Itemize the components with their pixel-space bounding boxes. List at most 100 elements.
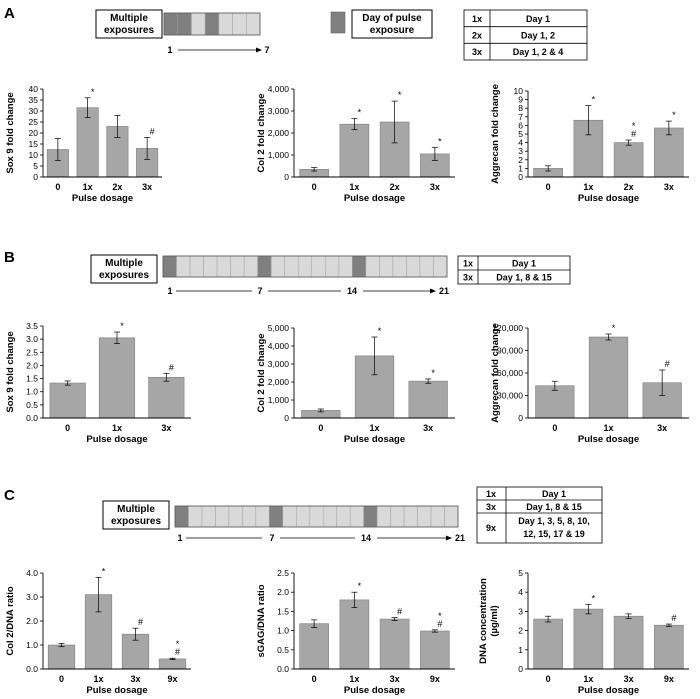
y-tick-label: 1.0	[26, 387, 38, 397]
y-tick-label: 2.5	[277, 568, 289, 578]
timeline-day	[309, 505, 324, 528]
y-tick-label: 4.0	[26, 568, 38, 578]
timeline-day	[282, 505, 297, 528]
legend-box	[351, 9, 433, 39]
timeline-day	[379, 255, 394, 278]
y-tick-label: 6	[518, 120, 523, 130]
significance-mark: *	[378, 326, 382, 336]
y-tick-label: 1.5	[26, 374, 38, 384]
y-tick-label: 120,000	[492, 323, 523, 333]
significance-mark: #	[150, 126, 155, 136]
y-tick-label: 2.5	[26, 347, 38, 357]
chart-4: 0.0 0.5 1.0 1.5 2.0 2.5 3.0 3.5 0 * 1x #3x Pulse dos…	[5, 321, 191, 445]
y-tick-label: 4,000	[268, 84, 290, 94]
y-tick-label: 0.5	[277, 645, 289, 655]
x-tick-label: 1x	[349, 182, 359, 192]
table-c-r2-key: 3x	[486, 502, 496, 512]
y-tick-label: 30,000	[497, 391, 523, 401]
y-axis-label: Sox 9 fold change	[5, 331, 16, 412]
x-tick-label: 3x	[130, 674, 140, 684]
y-tick-label: 3.0	[26, 592, 38, 602]
chart-6: 0 30,000 60,000 90,000 120,000 0 * 1x #3x Pulse d…	[490, 323, 689, 445]
x-axis-label: Pulse dosage	[578, 685, 639, 696]
y-axis-label: Aggrecan fold change	[490, 84, 501, 184]
y-tick-label: 0	[284, 413, 289, 423]
y-tick-label: 5	[33, 161, 38, 171]
panel-label-c: C	[4, 487, 15, 504]
timeline-start: 1	[167, 45, 172, 55]
x-tick-label: 1x	[93, 674, 103, 684]
table-a-r1-key: 1x	[472, 14, 482, 24]
x-axis-label: Pulse dosage	[578, 193, 639, 204]
y-tick-label: 3,000	[268, 106, 290, 116]
timeline-day	[311, 255, 326, 278]
significance-mark: *	[592, 593, 596, 603]
y-tick-label: 0	[518, 172, 523, 182]
x-tick-label: 2x	[624, 182, 634, 192]
significance-mark: *	[176, 639, 180, 649]
exposure-line-1: Multiple	[117, 504, 155, 515]
significance-mark: #	[437, 619, 442, 629]
timeline-day	[218, 12, 233, 36]
x-tick-label: 0	[546, 182, 551, 192]
timeline-day	[365, 255, 380, 278]
timeline-frame	[162, 255, 448, 278]
panel-b-header: Multiple exposures 1 7 14 21 1x Day 1 3x…	[90, 254, 571, 296]
table-c-r2-val: Day 1, 8 & 15	[526, 502, 582, 512]
y-tick-label: 0.0	[26, 413, 38, 423]
timeline-day	[189, 255, 204, 278]
dosing-table-a: 1x Day 1 2x Day 1, 2 3x Day 1, 2 & 4	[463, 9, 588, 61]
y-axis-label: Col 2 fold change	[256, 93, 267, 172]
x-tick-label: 0	[552, 423, 557, 433]
y-tick-label: 8	[518, 103, 523, 113]
timeline-day	[338, 255, 353, 278]
bar	[613, 142, 644, 178]
timeline-pulse-day	[204, 12, 220, 36]
y-tick-label: 10	[29, 150, 39, 160]
timeline-day	[270, 255, 285, 278]
y-axis-label: Col 2 fold change	[256, 333, 267, 412]
bar	[573, 608, 604, 670]
x-axis-label: Pulse dosage	[72, 193, 133, 204]
timeline-pulse-day	[163, 12, 178, 36]
x-tick-label: 3x	[390, 674, 400, 684]
timeline-c	[174, 505, 459, 528]
x-tick-label: 9x	[167, 674, 177, 684]
panel-label-b: B	[4, 249, 15, 266]
exposure-line-2: exposures	[111, 516, 161, 527]
significance-mark: #	[631, 129, 636, 139]
y-tick-label: 4	[518, 587, 523, 597]
timeline-day	[232, 12, 247, 36]
table-b-r1-val: Day 1	[512, 259, 536, 269]
y-axis-label: DNA concentration	[478, 578, 489, 664]
timeline-day	[430, 505, 445, 528]
significance-mark: *	[612, 323, 616, 333]
y-tick-label: 2.0	[277, 587, 289, 597]
significance-mark: *	[102, 566, 106, 576]
x-tick-label: 9x	[664, 674, 674, 684]
timeline-day	[201, 505, 216, 528]
bar	[420, 630, 450, 670]
significance-mark: *	[431, 368, 435, 378]
y-tick-label: 0	[33, 172, 38, 182]
x-tick-label: 2x	[112, 182, 122, 192]
bar	[47, 644, 76, 670]
panel-c-header: Multiple exposures 1 7 14 21 1x Day 1 3x…	[102, 486, 603, 544]
y-tick-label: 2.0	[26, 360, 38, 370]
y-axis-label: Sox 9 fold change	[5, 92, 16, 173]
y-tick-label: 3.0	[26, 334, 38, 344]
x-tick-label: 3x	[423, 423, 433, 433]
y-tick-label: 3	[518, 146, 523, 156]
x-tick-label: 1x	[83, 182, 93, 192]
bar	[379, 618, 410, 670]
timeline-mid2: 14	[361, 533, 371, 543]
significance-mark: *	[672, 110, 676, 120]
timeline-start: 1	[177, 533, 182, 543]
y-tick-label: 20	[29, 128, 39, 138]
timeline-day	[419, 255, 434, 278]
table-c-r1-key: 1x	[486, 489, 496, 499]
y-axis-label: sGAG/DNA ratio	[256, 584, 267, 657]
